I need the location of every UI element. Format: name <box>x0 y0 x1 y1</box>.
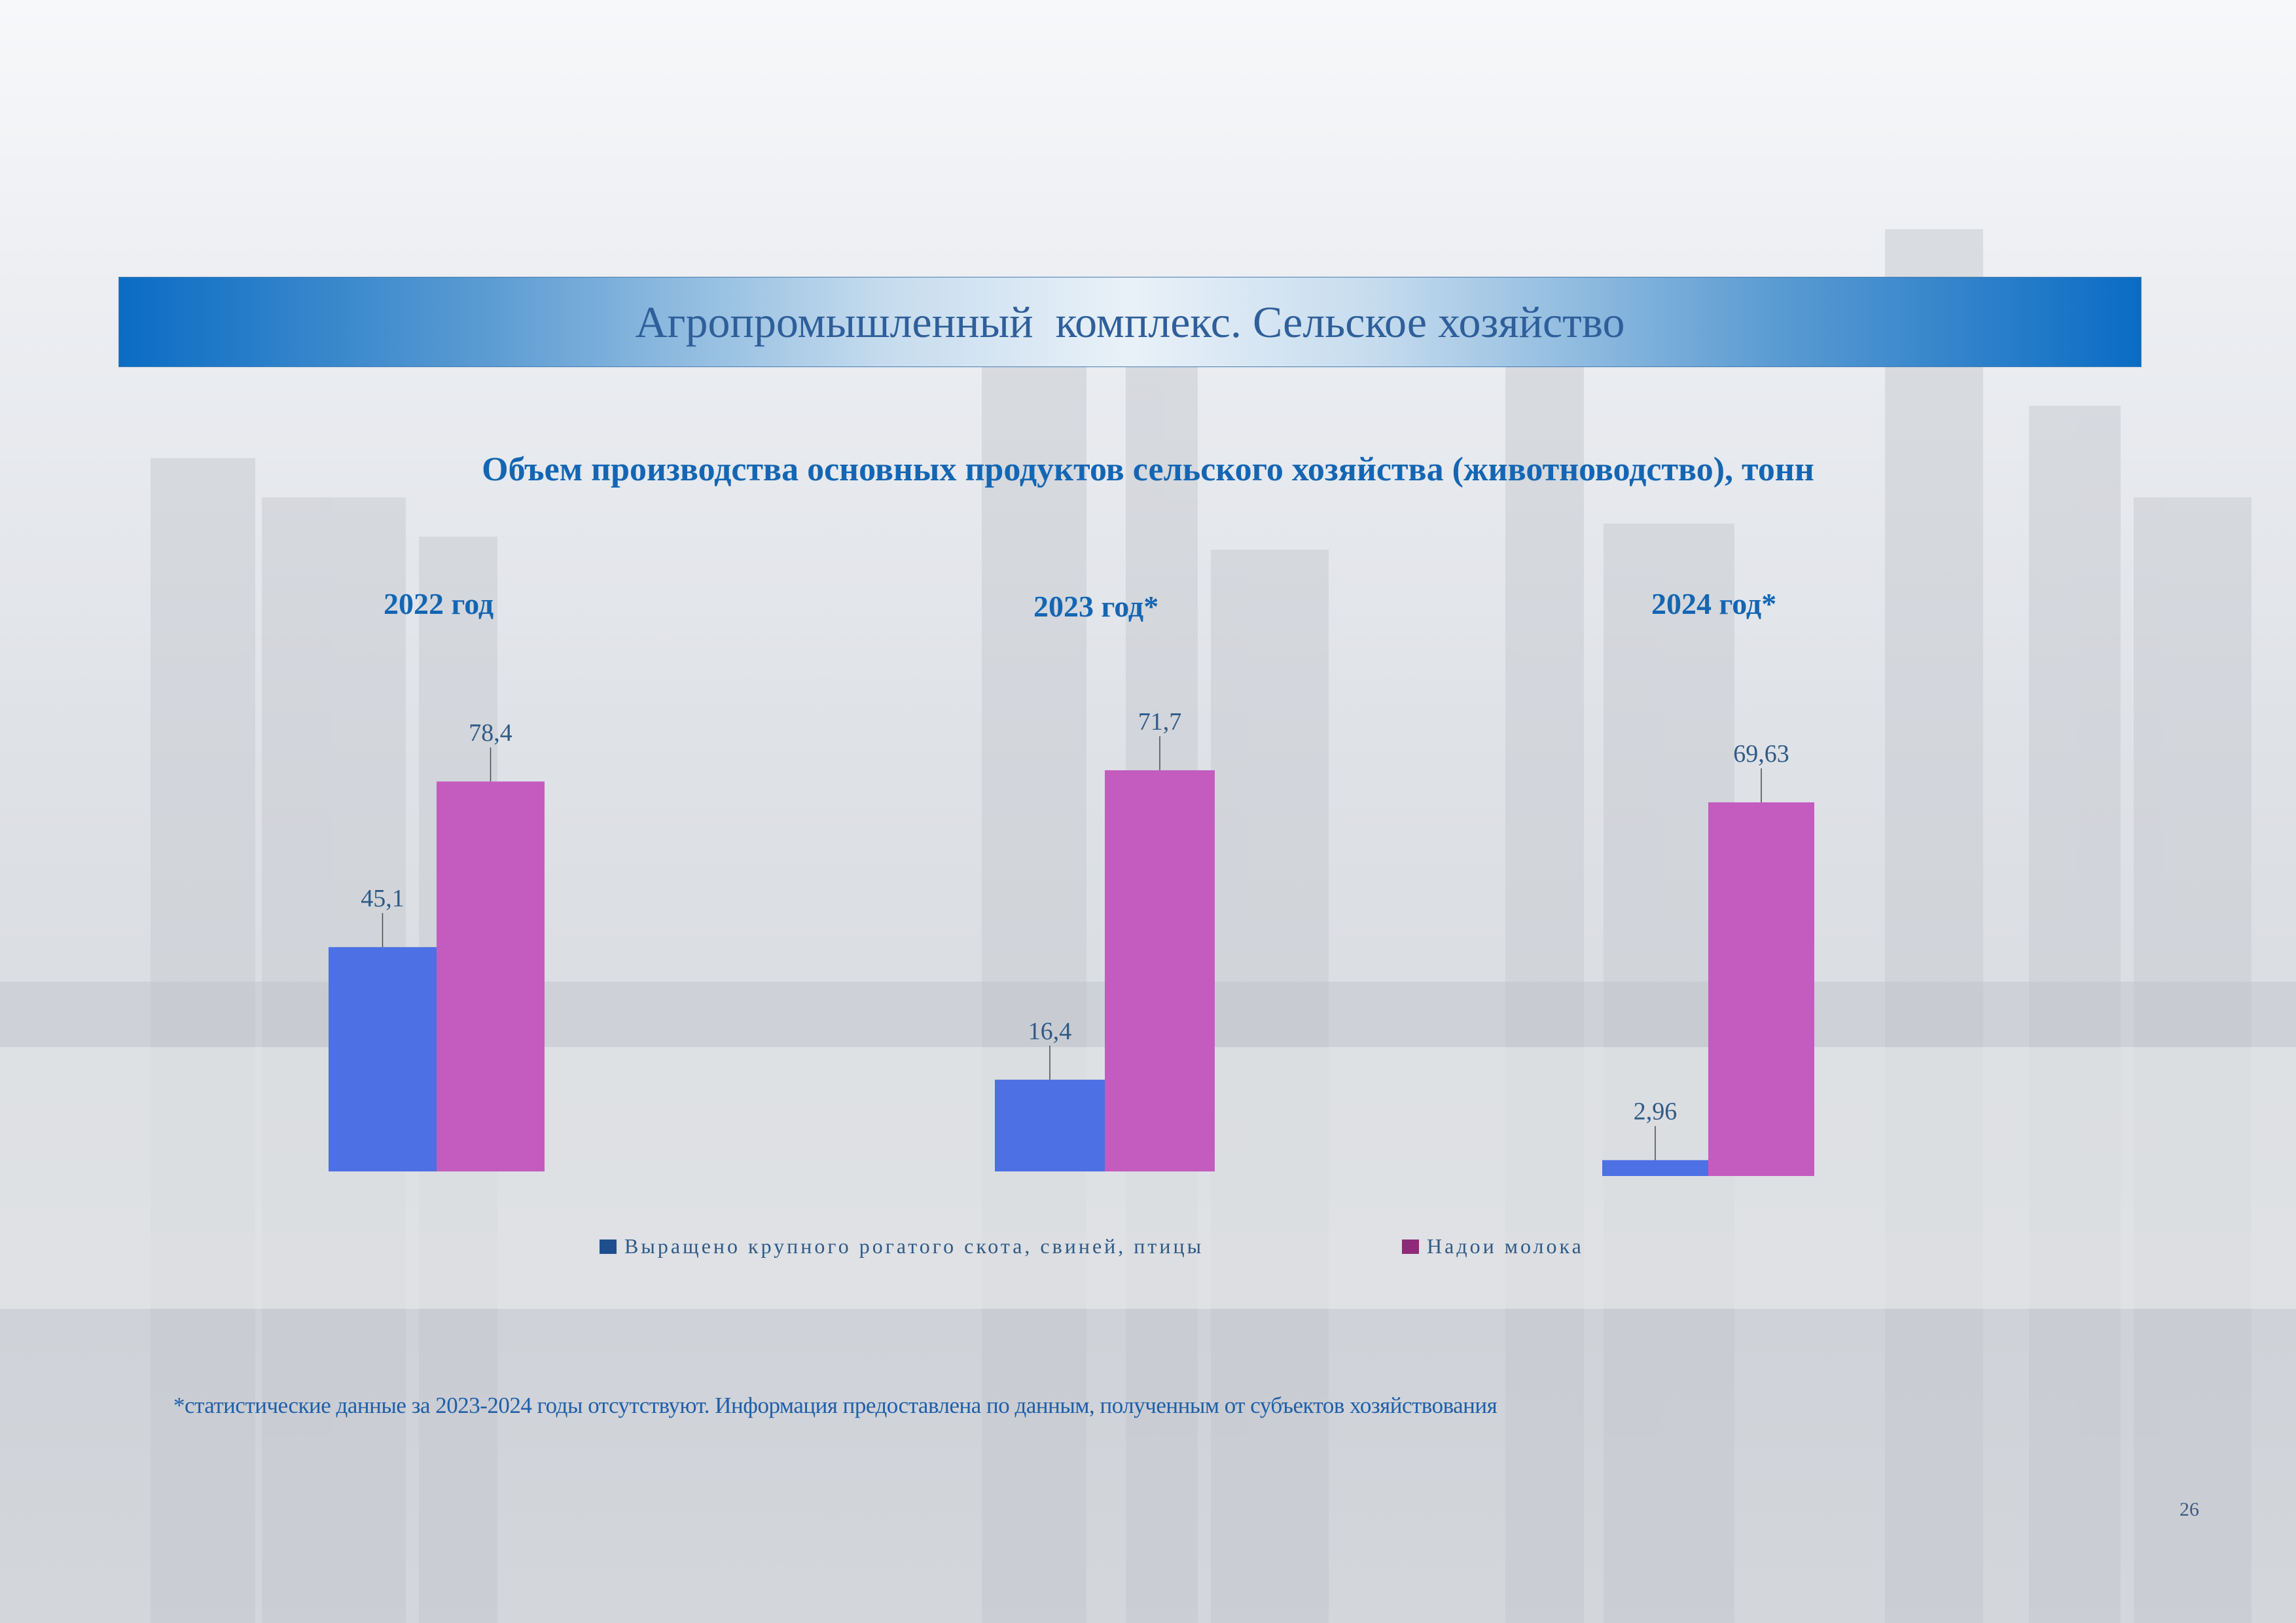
bar-cattle-2022 <box>329 947 437 1171</box>
data-label: 78,4 <box>469 719 512 747</box>
bar-milk-2024 <box>1708 802 1814 1176</box>
bar-cattle-2023 <box>995 1079 1105 1171</box>
chart-subtitle: Объем производства основных продуктов се… <box>482 451 1814 488</box>
legend-label-milk: Надои молока <box>1427 1234 1584 1258</box>
page-number: 26 <box>2179 1499 2199 1520</box>
footnote: *статистические данные за 2023-2024 годы… <box>173 1393 1498 1418</box>
year-label-2024: 2024 год* <box>1651 587 1777 620</box>
chart-legend: Выращено крупного рогатого скота, свиней… <box>0 1234 2296 1267</box>
page-title: Агропромышленный комплекс. Сельское хозя… <box>635 296 1625 347</box>
data-label: 71,7 <box>1138 708 1182 736</box>
legend-item-cattle: Выращено крупного рогатого скота, свиней… <box>600 1234 1204 1258</box>
legend-label-cattle: Выращено крупного рогатого скота, свиней… <box>624 1234 1204 1258</box>
legend-item-milk: Надои молока <box>1402 1234 1584 1258</box>
data-label: 2,96 <box>1634 1098 1677 1126</box>
year-label-2023: 2023 год* <box>1033 590 1159 623</box>
data-label: 16,4 <box>1028 1018 1072 1045</box>
data-label: 69,63 <box>1733 740 1789 768</box>
legend-swatch-cattle <box>600 1239 617 1254</box>
data-label: 45,1 <box>361 885 404 912</box>
bar-milk-2022 <box>437 781 545 1171</box>
year-label-2022: 2022 год <box>384 587 494 620</box>
bar-cattle-2024 <box>1602 1160 1708 1176</box>
title-banner: Агропромышленный комплекс. Сельское хозя… <box>118 277 2142 367</box>
bar-milk-2023 <box>1105 770 1215 1171</box>
legend-swatch-milk <box>1402 1239 1419 1254</box>
